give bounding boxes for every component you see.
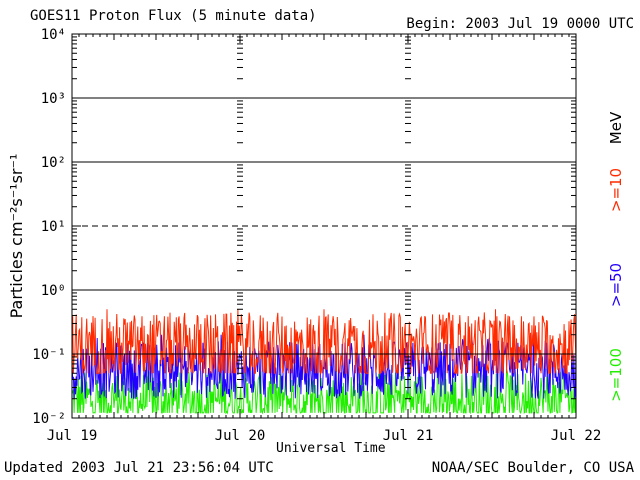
updated-timestamp: Updated 2003 Jul 21 23:56:04 UTC (4, 460, 274, 476)
y-tick-label: 10⁴ (41, 27, 66, 43)
legend-entry: >=100 (607, 348, 625, 402)
y-tick-label: 10³ (41, 91, 66, 107)
x-tick-label: Jul 21 (383, 428, 434, 444)
x-tick-label: Jul 19 (47, 428, 98, 444)
begin-timestamp: Begin: 2003 Jul 19 0000 UTC (406, 16, 634, 32)
legend-entry: >=10 (607, 168, 625, 212)
units-label: MeV (607, 111, 625, 144)
series-line-gte50 (71, 334, 577, 399)
x-axis-label: Universal Time (276, 441, 386, 456)
y-tick-label: 10⁰ (41, 283, 66, 299)
y-tick-label: 10⁻¹ (32, 347, 66, 363)
y-tick-label: 10¹ (41, 219, 66, 235)
credit-text: NOAA/SEC Boulder, CO USA (431, 460, 634, 476)
series-line-gte10 (71, 309, 577, 376)
x-tick-label: Jul 22 (551, 428, 602, 444)
y-tick-label: 10² (41, 155, 66, 171)
y-axis-label: Particles cm⁻²s⁻¹sr⁻¹ (7, 154, 26, 319)
chart-title: GOES11 Proton Flux (5 minute data) (30, 8, 317, 24)
legend-entry: >=50 (607, 263, 625, 307)
x-tick-label: Jul 20 (215, 428, 266, 444)
y-tick-label: 10⁻² (32, 411, 66, 427)
